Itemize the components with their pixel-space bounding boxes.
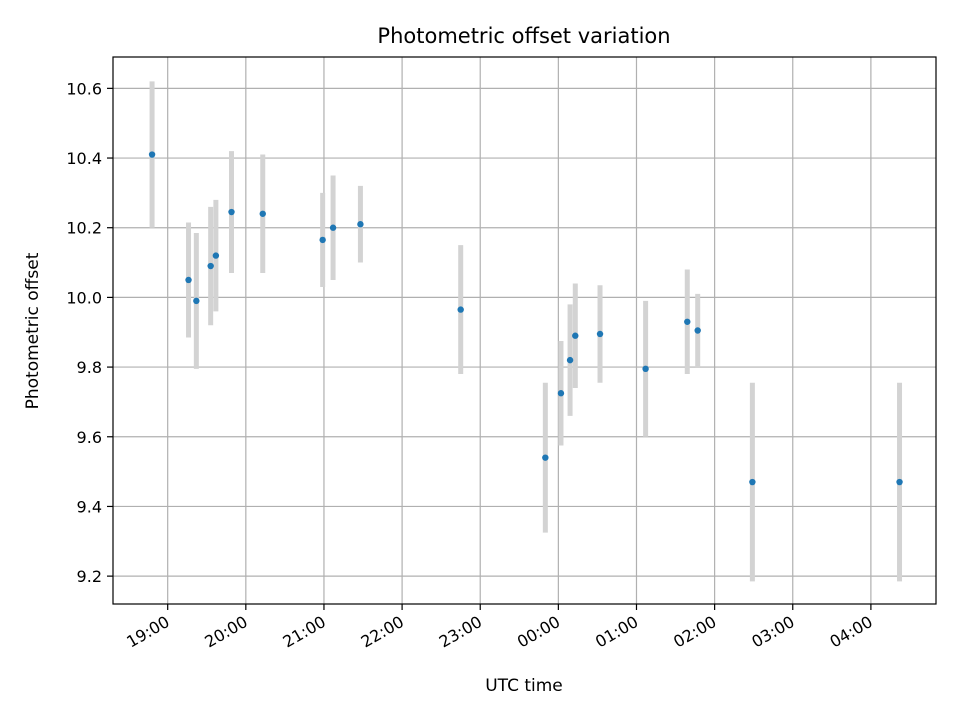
data-point — [319, 236, 326, 244]
data-point — [557, 390, 565, 397]
data-point — [329, 224, 337, 231]
data-point — [457, 306, 464, 313]
grid-lines — [113, 57, 936, 604]
y-tick-label: 9.6 — [77, 428, 102, 447]
chart-title: Photometric offset variation — [377, 24, 670, 48]
data-point — [259, 210, 266, 217]
data-point — [542, 454, 549, 461]
y-axis-label: Photometric offset — [23, 252, 43, 409]
y-tick-label: 10.2 — [66, 219, 102, 238]
data-point — [572, 332, 579, 339]
data-point — [193, 297, 200, 305]
data-point — [684, 318, 691, 325]
data-point — [596, 330, 604, 338]
y-tick-label: 9.4 — [77, 497, 102, 516]
y-tick-label: 10.4 — [66, 149, 102, 168]
data-point — [207, 262, 214, 270]
data-point — [148, 151, 156, 158]
data-point — [566, 356, 574, 364]
plot-frame — [112, 56, 937, 605]
data-point — [212, 252, 220, 259]
y-tick-label: 10.6 — [66, 79, 102, 98]
data-point — [642, 365, 649, 373]
data-point — [228, 208, 235, 216]
data-point — [896, 478, 903, 486]
y-tick-label: 9.2 — [77, 567, 102, 586]
data-point — [749, 478, 756, 486]
data-point — [185, 276, 192, 284]
x-axis-label: UTC time — [485, 676, 563, 696]
y-tick-label: 10.0 — [66, 288, 102, 307]
data-point — [357, 221, 364, 228]
data-series — [148, 81, 903, 582]
y-tick-label: 9.8 — [77, 358, 102, 377]
data-point — [694, 327, 701, 334]
